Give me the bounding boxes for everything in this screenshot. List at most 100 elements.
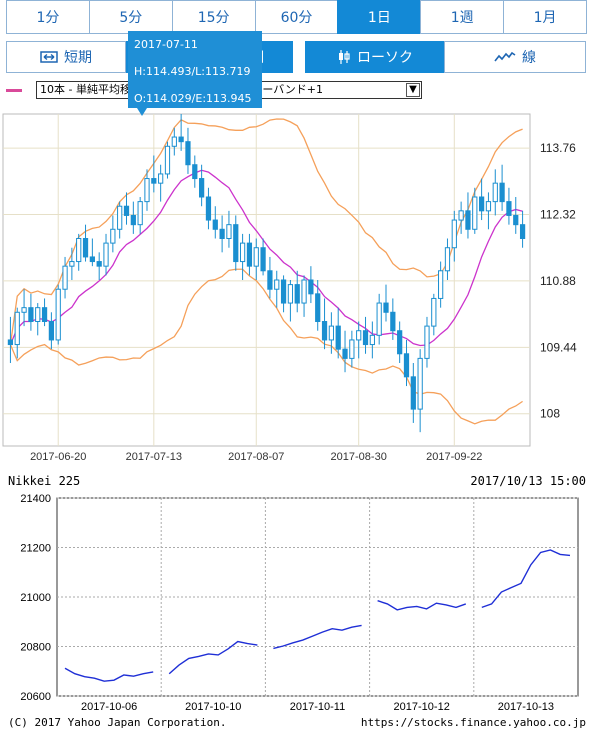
candle-body (69, 261, 75, 267)
line-label: 線 (522, 50, 536, 66)
plot-area (2, 113, 531, 447)
y-tick-label: 109.44 (540, 340, 577, 354)
indicator-swatch (6, 88, 22, 92)
candle-body (96, 261, 102, 267)
candle-body (117, 205, 123, 230)
line-chart-icon (494, 51, 516, 62)
candle-body (417, 357, 423, 410)
candle-body (287, 284, 294, 304)
nikkei-line-chart: 20600 20800 21000 21200 21400 2017-10-06 2017-… (20, 493, 579, 713)
candle-body (280, 279, 287, 304)
candle-body (158, 173, 164, 184)
candle-body (7, 339, 14, 346)
candle-body (35, 307, 41, 323)
candle-body (308, 279, 314, 295)
candle-button[interactable]: ローソク (305, 41, 445, 73)
candle-body (110, 228, 116, 244)
tooltip-date: 2017-07-11 (134, 38, 198, 51)
x-tick-label: 2017-10-11 (290, 701, 345, 713)
sma-line (9, 169, 523, 347)
candle-label: ローソク (357, 50, 413, 66)
candle-body (199, 178, 205, 198)
candle-body (397, 330, 403, 355)
forex-candlestick-chart: 2017-06-20 2017-07-13 2017-08-07 2017-08-30… (2, 113, 577, 463)
x-tick-label: 2017-08-07 (228, 451, 284, 463)
price-line-segment (481, 549, 571, 609)
short-term-button[interactable]: 短期 (6, 41, 126, 73)
x-tick-label: 2017-08-30 (331, 451, 387, 463)
arrows-horizontal-icon (40, 51, 58, 63)
x-tick-label: 2017-10-10 (185, 701, 241, 713)
candle-body (356, 330, 362, 341)
candle-body (499, 182, 505, 203)
candle-body (444, 247, 451, 272)
x-tick-label: 2017-09-22 (426, 451, 482, 463)
candle-body (144, 178, 150, 203)
bollinger-lower-line (9, 268, 523, 425)
candle-body (48, 321, 55, 341)
candle-body (431, 297, 437, 327)
line-button[interactable]: 線 (444, 41, 586, 73)
candle-body (485, 201, 492, 212)
candle-body (28, 307, 34, 323)
candle-body (233, 224, 239, 263)
candle-body (369, 334, 375, 346)
tab-1month[interactable]: 1月 (503, 0, 588, 34)
interval-tabs: 1分 5分 15分 60分 1日 1週 1月 (6, 0, 588, 34)
y-tick-label: 21400 (20, 493, 51, 505)
tab-5min[interactable]: 5分 (88, 0, 173, 34)
y-tick-label: 112.32 (540, 208, 576, 222)
tab-1day[interactable]: 1日 (337, 0, 422, 34)
candle-body (506, 201, 512, 216)
bollinger-upper-line (9, 118, 523, 345)
candle-body (123, 205, 130, 216)
candle-body (465, 210, 471, 230)
candle-body (89, 256, 95, 263)
candle-body (458, 210, 464, 221)
candle-body (438, 270, 444, 299)
candle-body (321, 321, 328, 341)
source-url[interactable]: https://stocks.finance.yahoo.co.jp (360, 716, 586, 729)
candle-body (185, 141, 191, 166)
candle-body (76, 238, 82, 263)
tooltip-pointer (137, 108, 147, 116)
candle-body (62, 265, 68, 290)
candle-body (335, 325, 341, 350)
candle-body (383, 302, 389, 313)
tab-60min[interactable]: 60分 (254, 0, 339, 34)
candle-body (164, 145, 171, 175)
x-tick-label: 2017-07-13 (126, 451, 182, 463)
candle-body (267, 270, 273, 290)
tooltip-open-close: O:114.029/E:113.945 (134, 92, 252, 105)
y-tick-label: 21000 (20, 592, 51, 604)
candlestick-icon (339, 50, 350, 64)
candle-body (14, 311, 20, 346)
candle-body (246, 242, 253, 267)
tab-1min[interactable]: 1分 (6, 0, 90, 34)
candle-body (451, 219, 457, 249)
price-line-segment (168, 640, 258, 675)
tab-1week[interactable]: 1週 (420, 0, 505, 34)
candle-body (192, 164, 198, 180)
chevron-down-icon[interactable]: ▼ (406, 83, 420, 97)
y-tick-label: 21200 (20, 543, 51, 555)
y-tick-label: 113.76 (540, 141, 576, 155)
candle-body (239, 242, 246, 263)
tab-15min[interactable]: 15分 (171, 0, 256, 34)
y-tick-label: 20600 (20, 691, 51, 703)
candle-body (403, 353, 410, 378)
candle-body (513, 214, 519, 226)
candle-body (315, 293, 321, 322)
x-tick-label: 2017-10-06 (81, 701, 137, 713)
y-tick-label: 110.88 (540, 274, 576, 288)
candle-body (492, 182, 498, 203)
candle-body (274, 279, 280, 290)
candle-body (260, 247, 266, 272)
candle-body (342, 348, 348, 359)
price-line-segment (273, 624, 362, 650)
candle-body (253, 247, 259, 267)
candle-body (376, 302, 382, 336)
nikkei-title: Nikkei 225 (8, 474, 81, 488)
candle-body (178, 136, 184, 143)
candle-body (55, 288, 61, 341)
